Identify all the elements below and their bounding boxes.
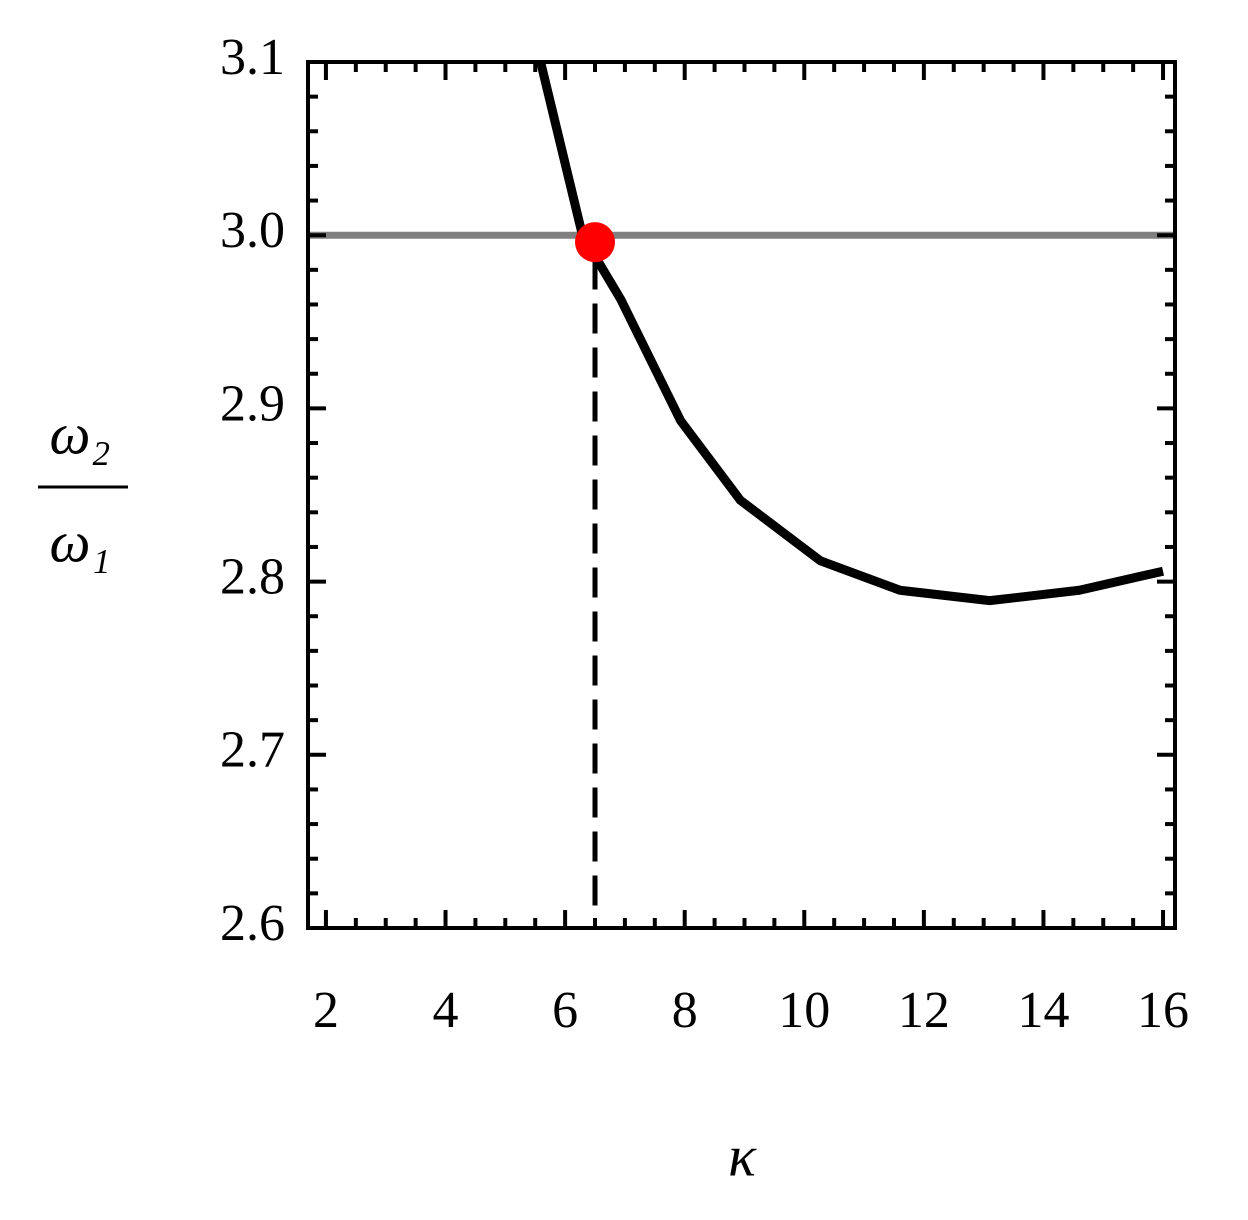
- x-tick-label: 6: [552, 982, 578, 1039]
- curve: [536, 60, 1165, 606]
- x-tick-label: 16: [1137, 982, 1189, 1039]
- y-axis-label-denominator: ω₁: [49, 509, 110, 574]
- marker: [575, 222, 616, 263]
- y-tick-label: 2.9: [220, 375, 285, 432]
- plot-frame: [306, 60, 1177, 930]
- y-tick-label: 2.8: [220, 549, 285, 606]
- x-tick-label: 12: [898, 982, 950, 1039]
- x-tick-label: 4: [433, 982, 459, 1039]
- y-tick-label: 2.7: [220, 722, 285, 779]
- x-tick-label: 8: [672, 982, 698, 1039]
- x-axis-label: κ: [728, 1123, 757, 1188]
- y-tick-label: 3.1: [220, 29, 285, 86]
- x-tick-label: 2: [313, 982, 339, 1039]
- y-tick-label: 3.0: [220, 202, 285, 259]
- x-tick-label: 10: [778, 982, 830, 1039]
- y-axis-label-numerator: ω₂: [49, 401, 110, 466]
- y-tick-label: 2.6: [220, 895, 285, 952]
- x-tick-label: 14: [1017, 982, 1069, 1039]
